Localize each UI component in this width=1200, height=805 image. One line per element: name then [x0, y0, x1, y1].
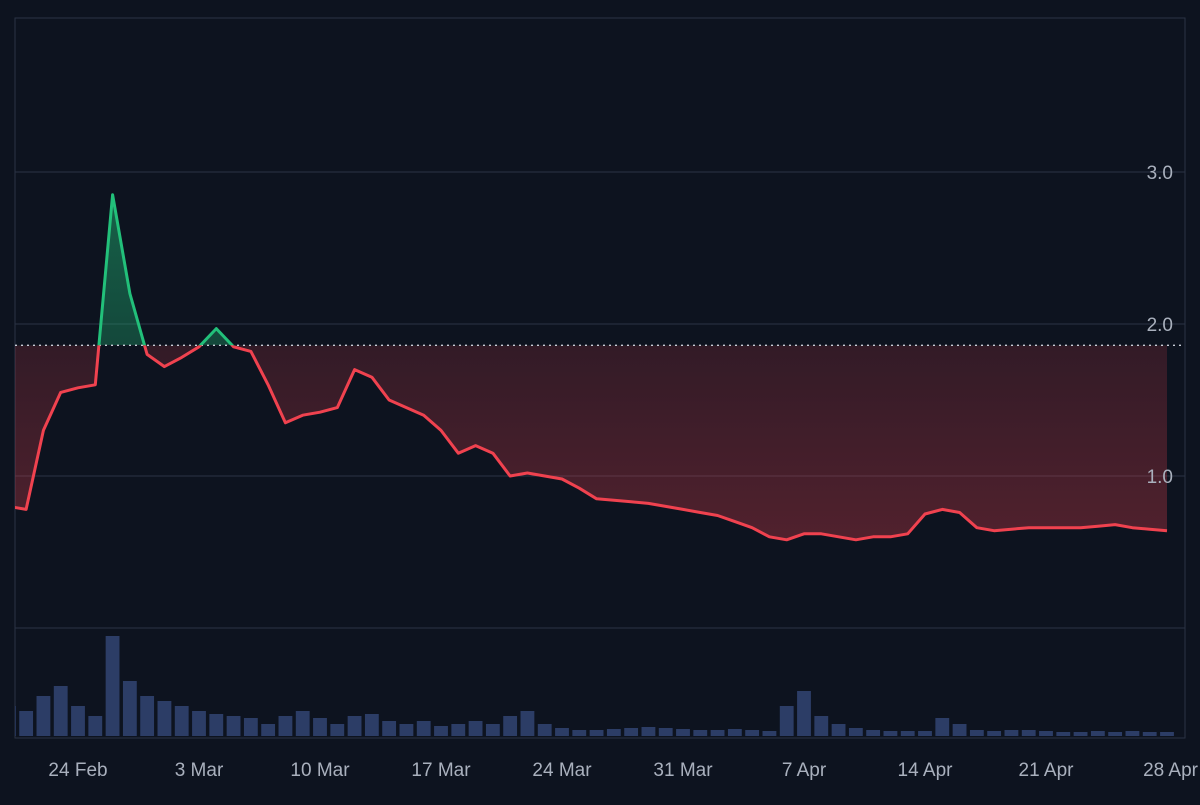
volume-bar [1142, 732, 1157, 736]
volume-bar [658, 728, 673, 736]
volume-bar [814, 716, 829, 736]
x-tick-label: 3 Mar [175, 760, 224, 781]
volume-bar [434, 726, 448, 736]
volume-bar [831, 724, 846, 736]
fill-below-baseline [15, 345, 1167, 540]
volume-bar [641, 727, 656, 736]
volume-bar [416, 721, 431, 736]
volume-bar [382, 721, 397, 736]
volume-bar [745, 730, 760, 736]
volume-bar [883, 731, 898, 736]
volume-bar [364, 714, 379, 736]
volume-bar [278, 716, 293, 736]
volume-bar [693, 730, 708, 736]
volume-bar [71, 706, 85, 736]
data-point [8, 505, 10, 507]
volume-bar [1125, 731, 1140, 736]
volume-bar [935, 718, 950, 736]
volume-bar [969, 730, 984, 736]
volume-bar [226, 716, 241, 736]
volume-bar [555, 728, 569, 736]
volume-bar [88, 716, 103, 736]
volume-bar [1056, 732, 1071, 736]
volume-bar [1073, 732, 1088, 736]
volume-bar [589, 730, 604, 736]
volume-bar [520, 711, 535, 736]
volume-bar [192, 711, 206, 736]
volume-bar [866, 730, 881, 736]
volume-bar [295, 711, 310, 736]
volume-bar [485, 724, 500, 736]
x-tick-label: 31 Mar [653, 760, 713, 781]
volume-bar [676, 729, 690, 736]
volume-bar [105, 636, 120, 736]
series-line-below-baseline [15, 345, 1168, 542]
x-tick-label: 10 Mar [290, 760, 350, 781]
volume-bar [209, 714, 224, 736]
volume-bar [243, 718, 258, 736]
volume-bar [537, 724, 552, 736]
volume-bar [987, 731, 1002, 736]
volume-bar [122, 681, 137, 736]
volume-bar [900, 731, 915, 736]
volume-bar [1021, 730, 1036, 736]
volume-bar [918, 731, 932, 736]
volume-bar [174, 706, 189, 736]
x-tick-label: 17 Mar [411, 760, 471, 781]
volume-bar [157, 701, 172, 736]
x-tick-label: 24 Feb [48, 760, 107, 781]
volume-bar [1039, 731, 1053, 736]
x-tick-label: 28 Apr [1143, 760, 1199, 781]
volume-bar [19, 711, 34, 736]
volume-bar [572, 730, 587, 736]
volume-bar [606, 729, 621, 736]
volume-bar [140, 696, 155, 736]
y-tick-label: 1.0 [1147, 467, 1173, 488]
volume-bar [727, 729, 742, 736]
volume-bar [399, 724, 414, 736]
volume-bar [330, 724, 345, 736]
volume-bar [313, 718, 327, 736]
y-tick-label: 2.0 [1147, 315, 1173, 336]
volume-bar [1004, 730, 1019, 736]
volume-bar [36, 696, 51, 736]
y-tick-label: 3.0 [1147, 163, 1173, 184]
fill-above-baseline [98, 194, 233, 346]
volume-bar [503, 716, 518, 736]
x-tick-label: 21 Apr [1019, 760, 1075, 781]
volume-bar [797, 691, 811, 736]
x-tick-label: 7 Apr [782, 760, 827, 781]
series-line-above-baseline [97, 193, 235, 346]
volume-bar [624, 728, 639, 736]
volume-bar [468, 721, 483, 736]
volume-bar [952, 724, 967, 736]
volume-bar [53, 686, 68, 736]
volume-bar [1090, 731, 1105, 736]
volume-bar [779, 706, 794, 736]
x-axis-ticks: 24 Feb 3 Mar 10 Mar 17 Mar 24 Mar 31 Mar 7 Apr… [48, 760, 1198, 781]
volume-bar [451, 724, 466, 736]
x-tick-label: 24 Mar [532, 760, 592, 781]
volume-bar [347, 716, 362, 736]
volume-bar [1108, 732, 1123, 736]
volume-bar [762, 731, 777, 736]
volume-bar [15, 706, 16, 736]
y-axis-ticks: 1.0 2.0 3.0 [1147, 163, 1173, 488]
volume-bar [848, 728, 863, 736]
x-tick-label: 14 Apr [898, 760, 954, 781]
volume-bar [1160, 732, 1174, 736]
volume-bar [710, 730, 725, 736]
volume-bar [261, 724, 276, 736]
volume-bars [15, 636, 1174, 736]
